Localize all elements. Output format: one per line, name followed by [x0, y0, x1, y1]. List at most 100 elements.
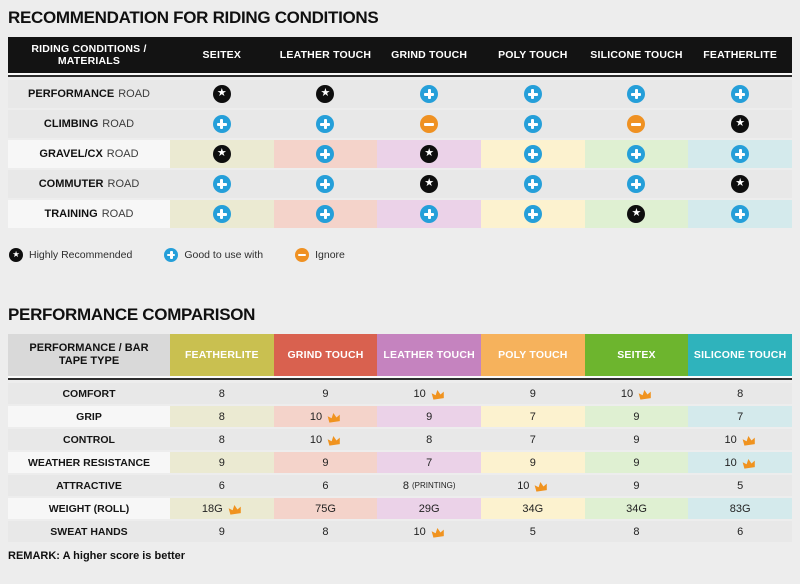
cell-value: 6 — [218, 479, 225, 492]
row-label-weather-resistance: WEATHER RESISTANCE — [8, 452, 170, 473]
cell-commuter-featherlite — [688, 170, 792, 198]
legend-item-highly-recommended: Highly Recommended — [9, 248, 132, 262]
performance-rows: COMFORT 8 9 10 9 10 8 GRIP 8 10 9 7 9 7 CONTROL 8 10 8 7 9 1… — [8, 383, 792, 542]
cell-grip-silicone-touch: 7 — [688, 406, 792, 427]
legend-label: Good to use with — [184, 249, 264, 261]
cell-sweat-hands-seitex: 8 — [584, 521, 689, 542]
cell-value: 8 — [218, 433, 225, 446]
cell-value: 8 — [426, 433, 433, 446]
column-header-leather-touch: LEATHER TOUCH — [279, 49, 372, 61]
cell-value: 8 — [737, 387, 744, 400]
cell-control-featherlite: 8 — [170, 429, 274, 450]
cell-attractive-poly-touch: 10 — [480, 475, 585, 496]
cell-sweat-hands-featherlite: 9 — [170, 521, 274, 542]
cell-value: 10 — [413, 525, 426, 538]
crown-icon — [638, 389, 651, 400]
plus-icon — [523, 145, 542, 163]
table-row-attractive: ATTRACTIVE 6 6 8 (PRINTING) 10 9 5 — [8, 475, 792, 496]
cell-control-silicone-touch: 10 — [688, 429, 792, 450]
riding-conditions-table: RIDING CONDITIONS / MATERIALS SEITEX LEAT… — [8, 37, 792, 228]
cell-commuter-leather-touch — [273, 170, 378, 198]
cell-gravel-cx-grind-touch — [377, 140, 481, 168]
minus-icon — [420, 115, 439, 133]
column-header-poly-touch: POLY TOUCH — [480, 334, 585, 376]
row-label-sweat-hands: SWEAT HANDS — [8, 521, 170, 542]
plus-icon — [164, 248, 179, 262]
performance-comparison-section: PERFORMANCE COMPARISON PERFORMANCE / BAR… — [8, 305, 792, 562]
cell-value: 34G — [522, 502, 544, 515]
cell-value: 10 — [517, 479, 530, 492]
cell-value: 83G — [729, 502, 751, 515]
plus-icon — [316, 205, 335, 223]
cell-weight-roll-poly-touch: 34G — [480, 498, 585, 519]
column-header-grind-touch: GRIND TOUCH — [273, 334, 378, 376]
cell-value: 9 — [529, 456, 536, 469]
riding-conditions-header-row: RIDING CONDITIONS / MATERIALS SEITEX LEAT… — [8, 37, 792, 73]
icon-legend: Highly Recommended Good to use with Ignore — [9, 248, 792, 262]
cell-training-featherlite — [688, 200, 792, 228]
legend-label: Highly Recommended — [29, 249, 133, 261]
crown-icon — [228, 504, 241, 515]
plus-icon — [316, 145, 335, 163]
cell-performance-leather-touch — [273, 80, 378, 108]
row-label-attractive: ATTRACTIVE — [8, 475, 170, 496]
cell-control-poly-touch: 7 — [480, 429, 585, 450]
crown-icon — [742, 458, 755, 469]
infographic-page: RECOMMENDATION FOR RIDING CONDITIONS RID… — [0, 0, 800, 562]
row-label-control: CONTROL — [8, 429, 170, 450]
cell-weight-roll-seitex: 34G — [584, 498, 689, 519]
cell-value: 75G — [315, 502, 336, 515]
cell-comfort-poly-touch: 9 — [480, 383, 585, 404]
table-row-gravel-cx: GRAVEL/CX ROAD — [8, 140, 792, 168]
cell-climbing-grind-touch — [377, 110, 481, 138]
cell-value: 10 — [724, 456, 737, 469]
cell-attractive-silicone-touch: 5 — [688, 475, 792, 496]
table-row-weather-resistance: WEATHER RESISTANCE 9 9 7 9 9 10 — [8, 452, 792, 473]
cell-value: 9 — [322, 456, 329, 469]
cell-value: 5 — [529, 525, 536, 538]
cell-value: 9 — [529, 387, 536, 400]
table-row-commuter: COMMUTER ROAD — [8, 170, 792, 198]
cell-control-leather-touch: 8 — [377, 429, 481, 450]
cell-weather-resistance-grind-touch: 9 — [273, 452, 378, 473]
cell-performance-featherlite — [688, 80, 792, 108]
cell-value: 7 — [529, 433, 536, 446]
cell-attractive-featherlite: 6 — [170, 475, 274, 496]
cell-gravel-cx-poly-touch — [480, 140, 585, 168]
column-header-silicone-touch: SILICONE TOUCH — [590, 49, 683, 61]
cell-gravel-cx-seitex — [170, 140, 274, 168]
row-label-performance: PERFORMANCE ROAD — [8, 80, 170, 108]
cell-value: 9 — [633, 410, 640, 423]
crown-icon — [327, 412, 340, 423]
table-row-weight-roll: WEIGHT (ROLL) 18G 75G 29G 34G 34G 83G — [8, 498, 792, 519]
cell-training-seitex — [170, 200, 274, 228]
performance-comparison-table: PERFORMANCE / BAR TAPE TYPE FEATHERLITE G… — [8, 334, 792, 542]
plus-icon — [627, 85, 646, 103]
cell-weight-roll-silicone-touch: 83G — [688, 498, 792, 519]
cell-performance-seitex — [170, 80, 274, 108]
crown-icon — [327, 435, 340, 446]
cell-value: 10 — [309, 433, 323, 446]
cell-grip-grind-touch: 10 — [273, 406, 378, 427]
cell-weight-roll-leather-touch: 29G — [377, 498, 481, 519]
plus-icon — [316, 115, 335, 133]
table-row-sweat-hands: SWEAT HANDS 9 8 10 5 8 6 — [8, 521, 792, 542]
cell-value: 10 — [309, 410, 323, 423]
section1-title: RECOMMENDATION FOR RIDING CONDITIONS — [8, 8, 379, 27]
plus-icon — [420, 85, 439, 103]
cell-value: 9 — [322, 387, 329, 400]
cell-performance-grind-touch — [377, 80, 481, 108]
cell-comfort-grind-touch: 9 — [273, 383, 378, 404]
cell-comfort-seitex: 10 — [584, 383, 689, 404]
column-header-seitex: SEITEX — [584, 334, 689, 376]
row-label-climbing: CLIMBING ROAD — [8, 110, 170, 138]
minus-icon — [295, 248, 310, 262]
cell-sweat-hands-grind-touch: 8 — [273, 521, 378, 542]
cell-attractive-grind-touch: 6 — [273, 475, 378, 496]
table-row-performance: PERFORMANCE ROAD — [8, 80, 792, 108]
column-header-seitex: SEITEX — [202, 49, 242, 61]
cell-sweat-hands-silicone-touch: 6 — [688, 521, 792, 542]
plus-icon — [316, 175, 335, 193]
cell-value: 9 — [633, 456, 640, 469]
cell-climbing-featherlite — [688, 110, 792, 138]
